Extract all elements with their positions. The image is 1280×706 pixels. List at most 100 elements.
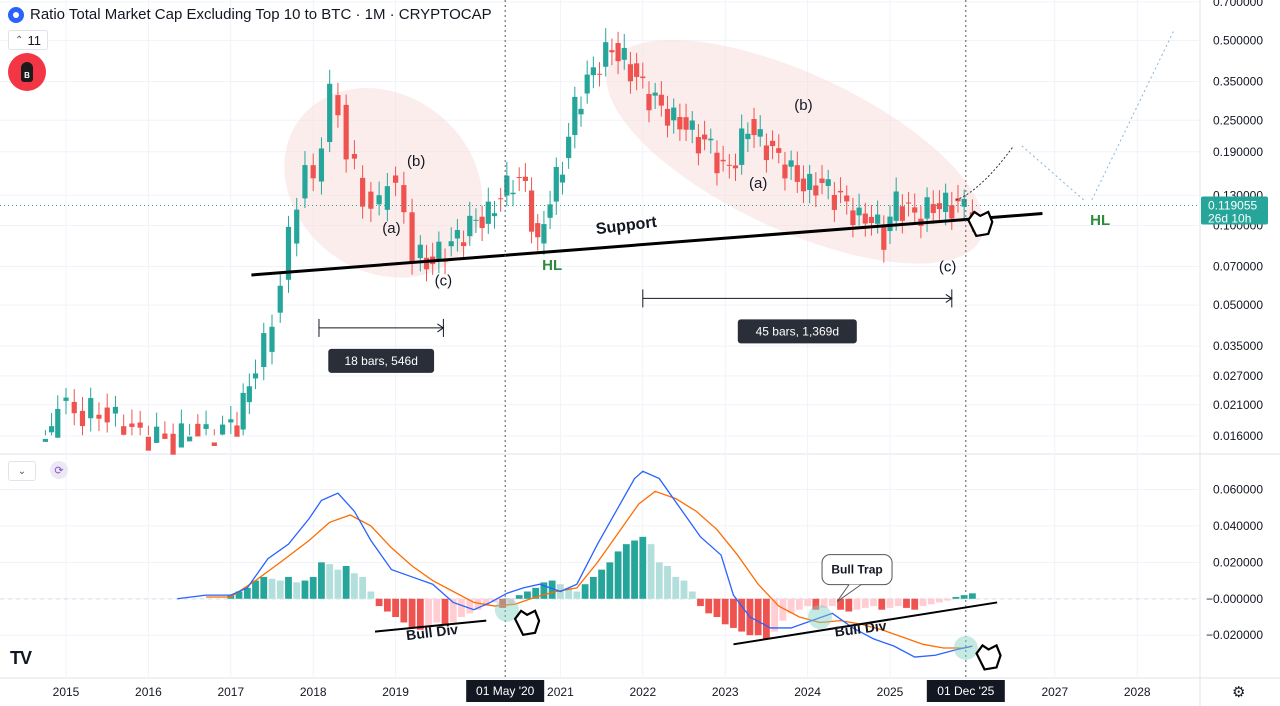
candle-body xyxy=(145,436,151,451)
macd-histogram-bar xyxy=(828,598,836,607)
macd-histogram-bar xyxy=(787,598,795,614)
macd-histogram-bar xyxy=(276,580,284,599)
candle-body xyxy=(436,241,442,260)
macd-histogram-bar xyxy=(886,598,894,608)
correction-zone-1 xyxy=(284,88,483,278)
divergence-line-0 xyxy=(374,619,487,633)
bull-trap-callout-pointer xyxy=(836,584,862,603)
gear-icon[interactable]: ⚙ xyxy=(1232,684,1246,701)
price-axis-tick-11: 0.021000 xyxy=(1213,398,1263,412)
candle-body xyxy=(498,198,504,200)
macd-histogram-bar xyxy=(598,569,605,599)
candle-body xyxy=(88,398,94,419)
macd-histogram-bar xyxy=(936,598,943,603)
macd-histogram-bar xyxy=(524,591,531,599)
macd-histogram-bar xyxy=(589,576,597,599)
candle-body xyxy=(121,426,127,435)
candle-body xyxy=(211,442,217,447)
time-axis-tick-3: 2018 xyxy=(300,685,327,699)
candle-body xyxy=(417,244,423,259)
macd-histogram-bar xyxy=(359,576,367,599)
candle-body xyxy=(782,164,788,179)
candle-body xyxy=(129,423,135,427)
candle-body xyxy=(930,204,936,213)
candle-body xyxy=(603,42,609,67)
candle-body xyxy=(252,373,259,379)
candle-body xyxy=(228,419,234,423)
macd-histogram-bar xyxy=(301,580,309,599)
macd-histogram-bar xyxy=(878,598,886,610)
candle-body xyxy=(868,216,875,223)
macd-histogram-bar xyxy=(952,596,960,599)
candle-body xyxy=(584,74,590,94)
time-axis-tick-9: 2025 xyxy=(877,685,904,699)
macd-histogram-bar xyxy=(548,580,556,599)
candle-body xyxy=(794,165,800,182)
macd-histogram-bar xyxy=(515,595,523,599)
price-axis-tick-0: 0.700000 xyxy=(1213,0,1263,9)
macd-histogram-bar xyxy=(688,591,696,599)
macd-histogram-bar xyxy=(655,562,663,599)
candle-body xyxy=(327,83,333,143)
candle-body xyxy=(504,175,510,196)
candle-body xyxy=(547,204,553,218)
candle-body xyxy=(467,215,473,237)
macd-histogram-bar xyxy=(309,576,317,599)
candle-body xyxy=(384,186,390,210)
candle-body xyxy=(905,202,912,204)
candle-body xyxy=(640,76,646,79)
macd-annotation-1: Bull Div xyxy=(834,617,888,639)
candle-body xyxy=(351,154,357,159)
time-axis-tick-11: 2028 xyxy=(1124,685,1151,699)
candle-body xyxy=(219,424,226,435)
candle-body xyxy=(277,285,283,313)
candle-body xyxy=(48,426,55,433)
candle-body xyxy=(751,119,757,136)
candle-body xyxy=(572,96,578,136)
price-axis-tick-3: 0.250000 xyxy=(1213,113,1263,127)
candle-body xyxy=(541,224,547,244)
symbol-avatar[interactable]: B xyxy=(8,53,46,91)
indicators-toggle[interactable]: ⌃ 11 xyxy=(8,30,48,50)
candle-body xyxy=(55,408,61,438)
macd-histogram-bar xyxy=(351,573,358,599)
candle-body xyxy=(671,107,677,121)
candle-body xyxy=(677,116,683,130)
macd-annotation-0: Bull Div xyxy=(405,621,459,643)
candle-body xyxy=(745,133,751,140)
macd-histogram-bar xyxy=(738,598,746,632)
candle-body xyxy=(63,397,69,401)
symbol-badge-letter: B xyxy=(24,71,30,80)
macd-histogram-bar xyxy=(318,562,325,599)
candle-body xyxy=(899,206,905,221)
candle-body xyxy=(627,64,634,82)
candle-body xyxy=(360,177,366,207)
macd-histogram-bar xyxy=(795,598,803,610)
range-measure-arrow-0 xyxy=(437,323,445,333)
candle-body xyxy=(368,191,374,209)
candle-body xyxy=(887,216,893,232)
macd-histogram-bar xyxy=(383,598,391,612)
pane-collapse-button[interactable]: ⌄ xyxy=(8,461,36,481)
candle-body xyxy=(578,108,584,115)
candle-body xyxy=(491,213,498,217)
candle-body xyxy=(376,195,382,205)
candle-body xyxy=(609,50,615,53)
wave-label-7: (c) xyxy=(939,258,957,275)
candle-body xyxy=(261,333,267,368)
candle-body xyxy=(409,212,415,264)
crosshair-time-box-0 xyxy=(466,680,545,702)
candle-body xyxy=(831,194,837,210)
macd-axis-tick-1: 0.040000 xyxy=(1213,519,1263,533)
cryptocap-logo-icon xyxy=(8,6,24,23)
macd-histogram-bar xyxy=(252,580,259,599)
sync-icon[interactable]: ⟳ xyxy=(50,461,68,479)
macd-line xyxy=(177,470,973,658)
candle-body xyxy=(955,198,961,202)
hand-pointer-icon-1 xyxy=(966,210,994,238)
candle-body xyxy=(634,63,640,77)
macd-histogram-bar xyxy=(474,598,482,610)
chart-title: Ratio Total Market Cap Excluding Top 10 … xyxy=(30,6,492,23)
macd-histogram-bar xyxy=(441,598,449,625)
